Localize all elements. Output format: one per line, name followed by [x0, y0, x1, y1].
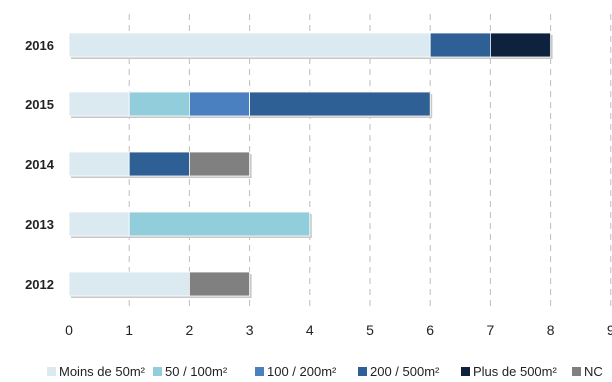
legend-label: 50 / 100m² — [165, 364, 228, 379]
grid-lines — [128, 14, 612, 308]
legend-label: Plus de 500m² — [473, 364, 557, 379]
legend-label: 100 / 200m² — [267, 364, 337, 379]
bar-segment-2014-s0 — [68, 151, 130, 177]
y-tick-label: 2012 — [25, 277, 54, 292]
legend-swatch — [153, 367, 162, 376]
y-axis-ticks: 2016 2015 2014 2013 2012 — [25, 38, 55, 292]
bars — [68, 32, 553, 298]
x-tick-label: 2 — [186, 322, 194, 338]
legend-item: 200 / 500m² — [358, 364, 440, 379]
x-tick-label: 0 — [65, 322, 73, 338]
legend-item: Moins de 50m² — [47, 364, 146, 379]
bar-segment-2014-s5 — [188, 151, 250, 177]
bar-row-2016 — [68, 32, 553, 59]
legend-item: NC — [572, 364, 603, 379]
y-tick-label: 2014 — [25, 157, 55, 172]
bar-segment-2015-s0 — [68, 91, 130, 117]
bar-segment-2012-s0 — [68, 271, 190, 297]
legend: Moins de 50m² 50 / 100m² 100 / 200m² 200 / … — [47, 364, 603, 379]
legend-item: Plus de 500m² — [461, 364, 557, 379]
bar-row-2015 — [68, 91, 433, 118]
bar-segment-2013-s0 — [68, 211, 130, 237]
x-tick-label: 4 — [306, 322, 314, 338]
bar-segment-2016-s0 — [68, 32, 431, 58]
bar-segment-2012-s5 — [188, 271, 250, 297]
y-tick-label: 2015 — [25, 97, 54, 112]
bar-segment-2015-s3 — [249, 91, 431, 117]
y-tick-label: 2016 — [25, 38, 54, 53]
bar-segment-2014-s3 — [128, 151, 190, 177]
legend-item: 50 / 100m² — [153, 364, 228, 379]
bar-row-2013 — [68, 211, 312, 238]
legend-label: NC — [584, 364, 603, 379]
x-tick-label: 3 — [246, 322, 254, 338]
bar-segment-2016-s3 — [429, 32, 491, 58]
bar-segment-2015-s2 — [188, 91, 250, 117]
legend-label: Moins de 50m² — [59, 364, 146, 379]
x-tick-label: 1 — [125, 322, 133, 338]
bar-segment-2013-s1 — [128, 211, 311, 237]
x-tick-label: 7 — [487, 322, 495, 338]
x-axis-ticks: 0 1 2 3 4 5 6 7 8 9 — [65, 322, 612, 338]
x-tick-label: 9 — [607, 322, 612, 338]
y-tick-label: 2013 — [25, 217, 54, 232]
x-tick-label: 6 — [426, 322, 434, 338]
x-tick-label: 8 — [547, 322, 555, 338]
legend-swatch — [461, 367, 470, 376]
legend-swatch — [358, 367, 367, 376]
bar-segment-2015-s1 — [128, 91, 190, 117]
bar-row-2012 — [68, 271, 252, 298]
legend-swatch — [572, 367, 581, 376]
legend-label: 200 / 500m² — [370, 364, 440, 379]
legend-item: 100 / 200m² — [255, 364, 337, 379]
bar-segment-2016-s4 — [489, 32, 551, 58]
x-tick-label: 5 — [366, 322, 374, 338]
bar-row-2014 — [68, 151, 252, 178]
legend-swatch — [255, 367, 264, 376]
legend-swatch — [47, 367, 56, 376]
